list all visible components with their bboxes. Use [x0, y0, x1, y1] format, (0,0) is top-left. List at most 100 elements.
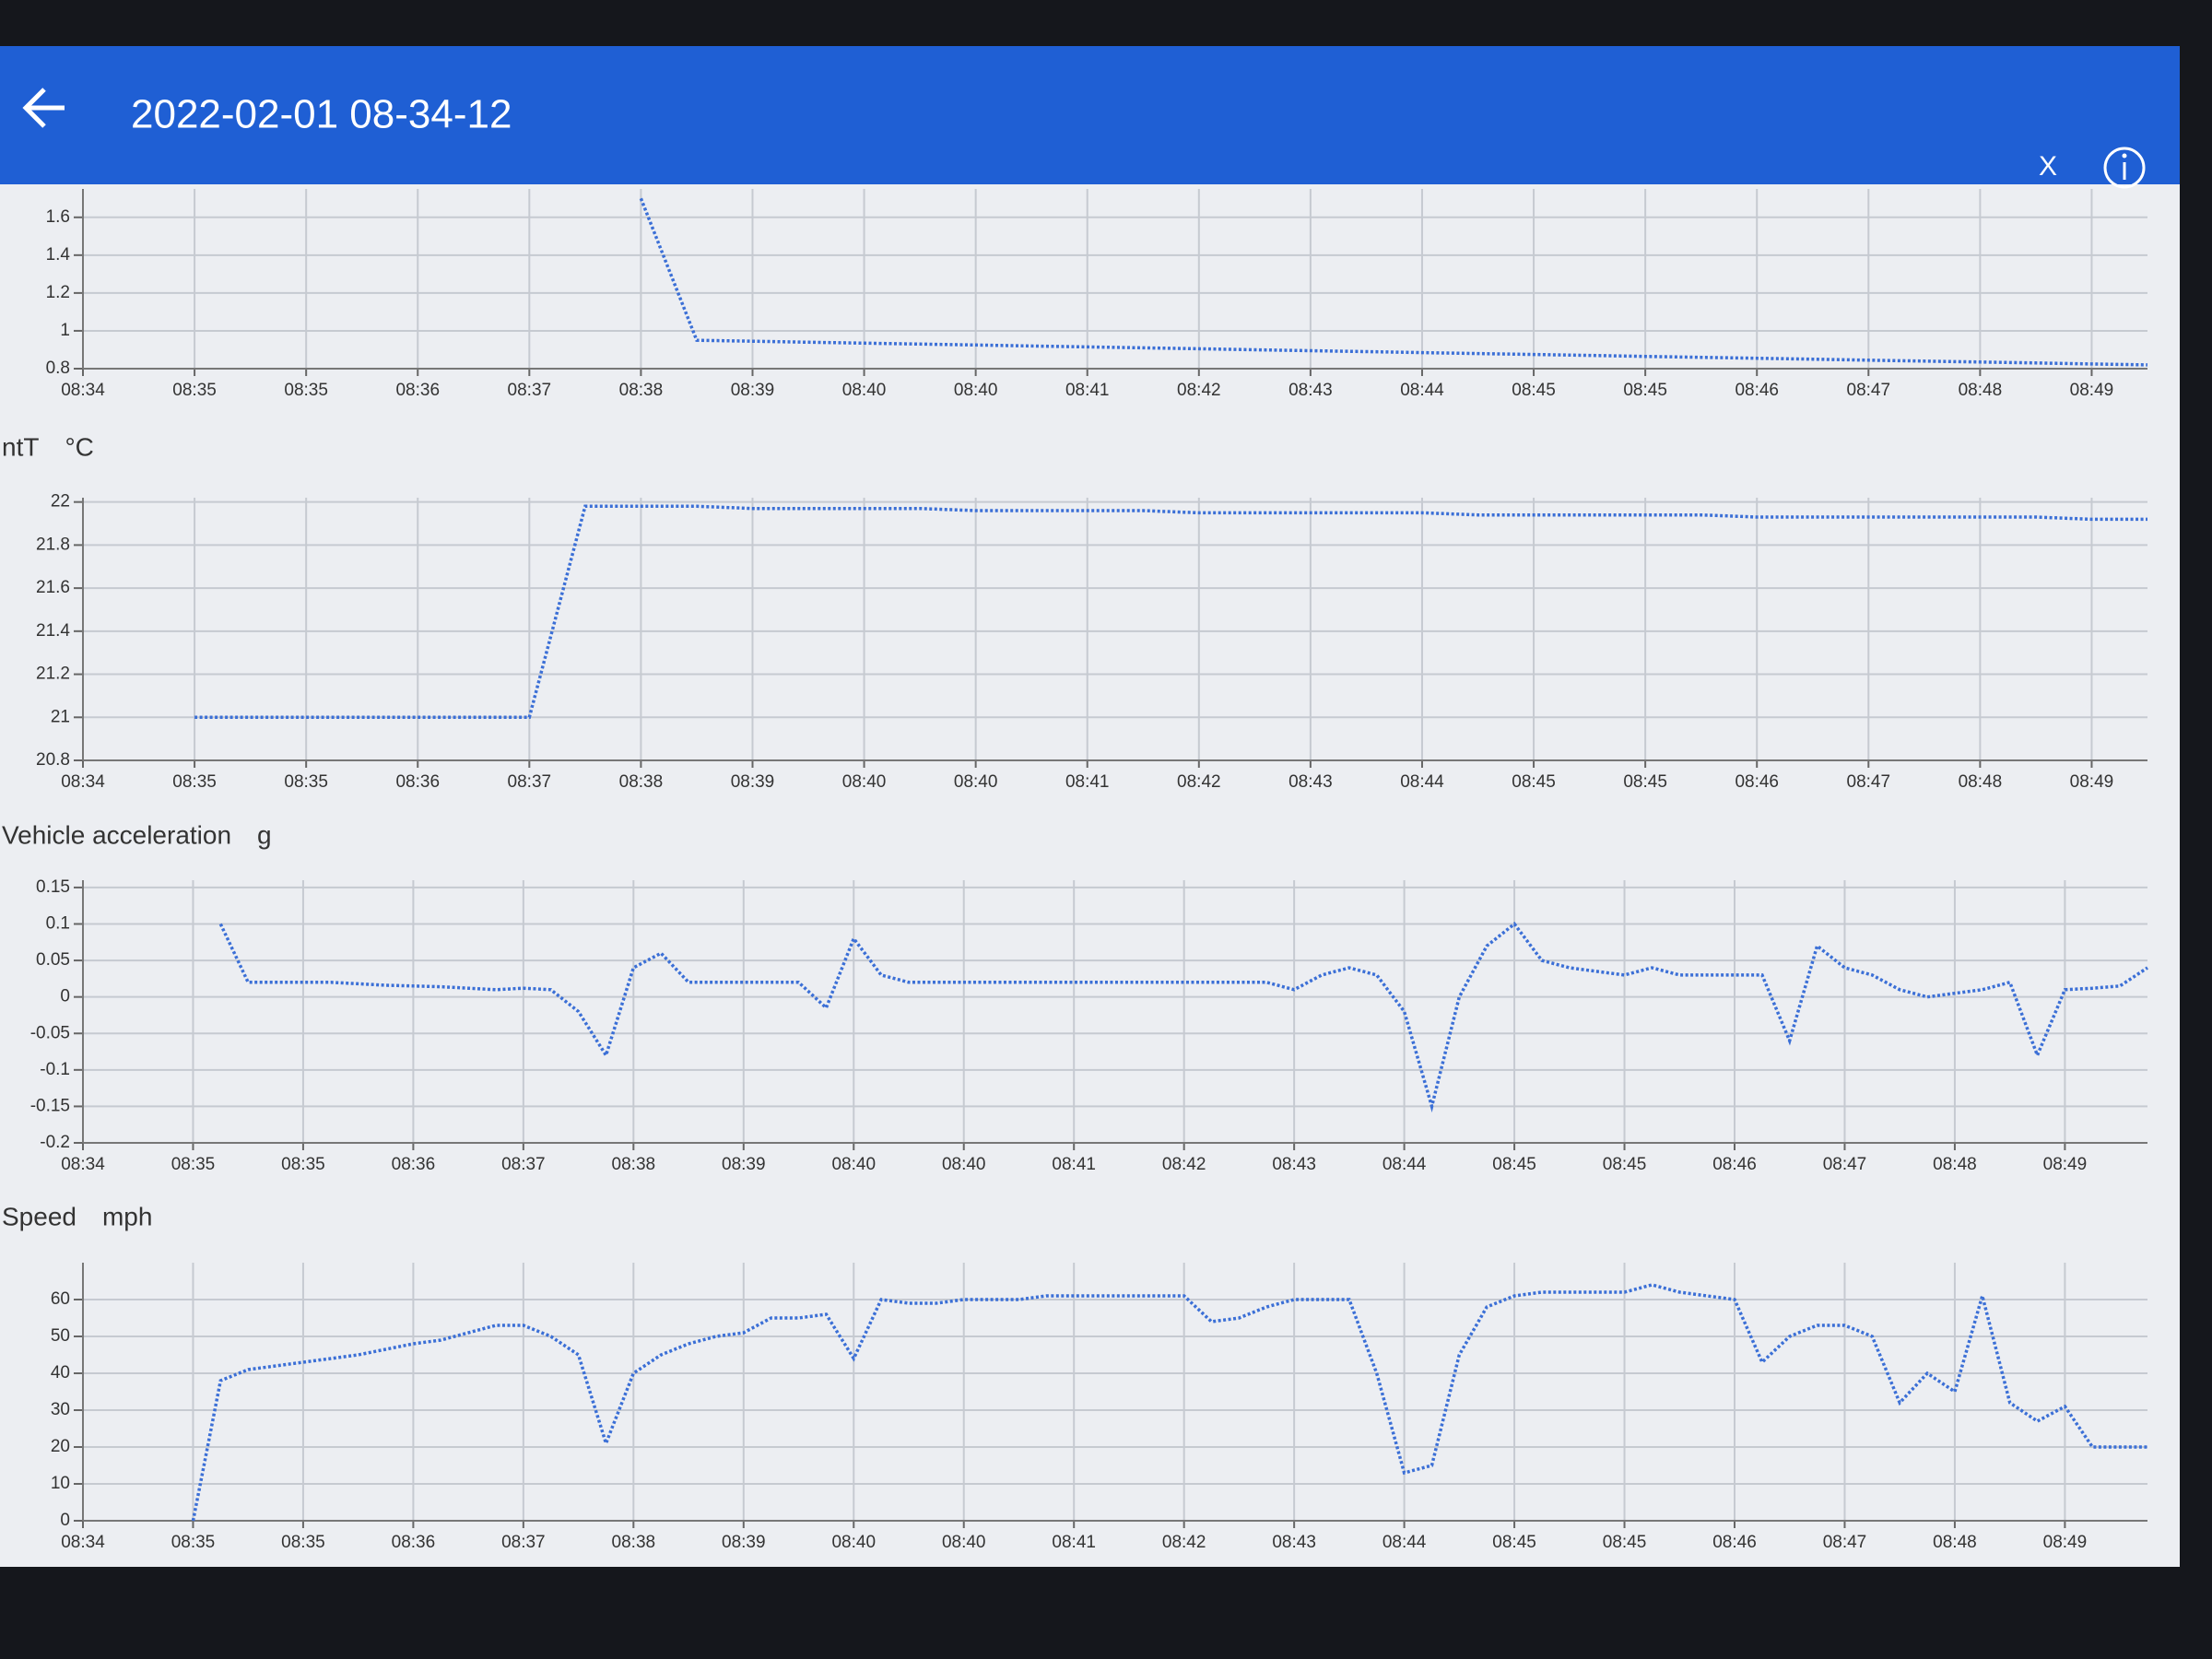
y-tick-label: 1.2	[46, 283, 70, 302]
x-tick-label: 08:36	[392, 1533, 436, 1552]
chart: ntT °C 20.8 21 21.2 21.4 21.6 21.8 22 08:34 08:35 0…	[2, 432, 2147, 792]
title: 2022-02-01 08-34-12	[131, 92, 512, 137]
x-tick-label: 08:42	[1162, 1155, 1206, 1174]
chart: Vehicle acceleration g -0.2 -0.15 -0.1 -0.05 0…	[2, 820, 2148, 1174]
y-tick-label: 0.8	[46, 359, 70, 378]
y-tick-label: -0.1	[40, 1060, 70, 1079]
y-tick-label: 20.8	[36, 750, 70, 770]
x-tick-label: 08:42	[1177, 772, 1221, 792]
x-tick-label: 08:34	[61, 772, 105, 792]
panel	[0, 46, 2180, 1567]
x-tick-label: 08:48	[1933, 1155, 1977, 1174]
x-tick-label: 08:44	[1400, 772, 1444, 792]
x-tick-label: 08:35	[284, 772, 328, 792]
y-tick-label: 0	[60, 987, 70, 1006]
x-tick-label: 08:43	[1272, 1155, 1316, 1174]
back-button[interactable]	[22, 88, 65, 128]
x-tick-label: 08:42	[1177, 381, 1221, 400]
y-tick-label: 1.4	[46, 245, 71, 265]
x-tick-label: 08:40	[842, 772, 887, 792]
info-dot	[2122, 153, 2127, 159]
x-tick-label: 08:48	[1959, 381, 2003, 400]
y-tick-label: 20	[51, 1437, 70, 1456]
info-ring	[2103, 147, 2146, 189]
x-tick-label: 08:37	[508, 772, 552, 792]
y-tick-label: 0.1	[46, 914, 70, 934]
x-tick-label: 08:45	[1623, 772, 1667, 792]
data-line	[194, 504, 2147, 720]
x-tick-label: 08:41	[1065, 772, 1110, 792]
data-line	[191, 1283, 2147, 1522]
x-tick-label: 08:40	[831, 1533, 876, 1552]
x-tick-label: 08:34	[61, 381, 105, 400]
x-tick-label: 08:48	[1959, 772, 2003, 792]
x-tick-label: 08:40	[831, 1155, 876, 1174]
x-tick-label: 08:46	[1735, 772, 1779, 792]
chart-unit: °C	[65, 432, 93, 461]
close-button[interactable]: X	[2039, 151, 2057, 182]
x-tick-label: 08:48	[1933, 1533, 1977, 1552]
y-tick-label: 1.6	[46, 207, 70, 227]
info-button[interactable]	[2103, 147, 2146, 189]
x-tick-label: 08:35	[281, 1155, 325, 1174]
y-tick-label: 21.4	[36, 621, 70, 641]
x-tick-label: 08:40	[954, 381, 998, 400]
y-tick-label: 40	[51, 1363, 70, 1382]
x-tick-label: 08:43	[1288, 381, 1333, 400]
y-tick-label: 50	[51, 1326, 70, 1346]
x-tick-label: 08:45	[1492, 1155, 1536, 1174]
y-tick-label: 30	[51, 1400, 70, 1419]
x-tick-label: 08:45	[1623, 381, 1667, 400]
x-tick-label: 08:35	[281, 1533, 325, 1552]
x-tick-label: 08:39	[722, 1155, 766, 1174]
x-tick-label: 08:40	[842, 381, 887, 400]
y-tick-label: 0.05	[36, 950, 70, 970]
y-tick-label: 21	[51, 707, 70, 726]
x-tick-label: 08:35	[172, 772, 217, 792]
x-tick-label: 08:39	[731, 381, 775, 400]
x-tick-label: 08:40	[954, 772, 998, 792]
x-tick-label: 08:43	[1288, 772, 1333, 792]
x-tick-label: 08:36	[395, 772, 440, 792]
x-tick-label: 08:47	[1823, 1533, 1867, 1552]
x-tick-label: 08:38	[619, 772, 664, 792]
x-tick-label: 08:42	[1162, 1533, 1206, 1552]
x-tick-label: 08:45	[1512, 381, 1556, 400]
x-tick-label: 08:34	[61, 1155, 105, 1174]
x-tick-label: 08:39	[722, 1533, 766, 1552]
x-tick-label: 08:44	[1400, 381, 1444, 400]
x-tick-label: 08:35	[171, 1155, 216, 1174]
x-tick-label: 08:37	[508, 381, 552, 400]
x-tick-label: 08:36	[392, 1155, 436, 1174]
x-tick-label: 08:45	[1512, 772, 1556, 792]
x-tick-label: 08:37	[501, 1155, 546, 1174]
x-tick-label: 08:45	[1492, 1533, 1536, 1552]
x-tick-label: 08:38	[619, 381, 664, 400]
x-tick-label: 08:41	[1052, 1155, 1096, 1174]
y-tick-label: 10	[51, 1474, 70, 1493]
x-tick-label: 08:47	[1847, 381, 1891, 400]
chart-label: Speed	[2, 1202, 76, 1230]
x-tick-label: 08:40	[942, 1533, 986, 1552]
chart-label: ntT	[2, 432, 39, 461]
x-tick-label: 08:38	[612, 1155, 656, 1174]
y-tick-label: 1	[60, 321, 70, 340]
x-tick-label: 08:45	[1603, 1155, 1647, 1174]
y-tick-label: 60	[51, 1289, 70, 1309]
x-tick-label: 08:35	[284, 381, 328, 400]
chart-label: Vehicle acceleration	[2, 820, 231, 849]
y-tick-label: 21.2	[36, 665, 70, 684]
chart-unit: mph	[102, 1202, 152, 1230]
chart: Speed mph 0 10 20 30 40 50 60 08:34 08:35 08:35 08:3…	[2, 1202, 2147, 1552]
x-tick-label: 08:34	[61, 1533, 105, 1552]
x-tick-label: 08:46	[1735, 381, 1779, 400]
x-tick-label: 08:46	[1712, 1155, 1757, 1174]
x-tick-label: 08:45	[1603, 1533, 1647, 1552]
x-tick-label: 08:37	[501, 1533, 546, 1552]
y-tick-label: 21.6	[36, 578, 70, 597]
x-tick-label: 08:49	[2070, 381, 2114, 400]
x-tick-label: 08:49	[2070, 772, 2114, 792]
x-tick-label: 08:41	[1052, 1533, 1096, 1552]
